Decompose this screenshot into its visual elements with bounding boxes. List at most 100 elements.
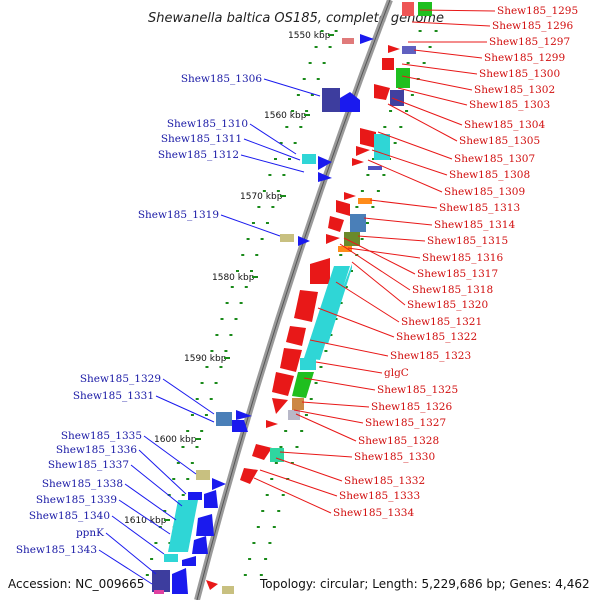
gene-arrow-forward[interactable] — [336, 200, 350, 216]
gene-block[interactable] — [402, 2, 414, 16]
gene-arrow-forward[interactable] — [388, 45, 400, 53]
gene-block[interactable] — [154, 590, 164, 594]
gene-arrow-forward[interactable] — [374, 84, 390, 100]
gene-label-left[interactable]: Shew185_1312 — [158, 149, 239, 161]
gene-block[interactable] — [302, 154, 316, 164]
gene-label-right[interactable]: Shew185_1302 — [474, 84, 555, 96]
gene-label-right[interactable]: Shew185_1297 — [489, 36, 570, 48]
gene-block[interactable] — [222, 586, 234, 594]
gene-block[interactable] — [292, 398, 304, 410]
gene-block[interactable] — [418, 2, 432, 16]
gene-block[interactable] — [288, 410, 300, 420]
gene-block[interactable] — [196, 470, 210, 480]
gene-label-right[interactable]: Shew185_1322 — [396, 331, 477, 343]
gene-arrow-reverse[interactable] — [298, 236, 310, 246]
gene-block[interactable] — [300, 358, 316, 370]
gene-label-right[interactable]: Shew185_1323 — [390, 350, 471, 362]
gene-label-left[interactable]: Shew185_1311 — [161, 133, 242, 145]
gene-block[interactable] — [396, 68, 410, 88]
gene-label-right[interactable]: Shew185_1296 — [492, 20, 573, 32]
gene-label-right[interactable]: Shew185_1309 — [444, 186, 525, 198]
gene-arrow-forward[interactable] — [352, 158, 364, 166]
gene-label-left[interactable]: Shew185_1338 — [42, 478, 123, 490]
gene-arrow-forward[interactable] — [328, 216, 344, 232]
gene-arrow-forward[interactable] — [280, 348, 302, 372]
gene-label-right[interactable]: Shew185_1321 — [401, 316, 482, 328]
gene-label-left[interactable]: Shew185_1329 — [80, 373, 161, 385]
gene-label-right[interactable]: Shew185_1325 — [377, 384, 458, 396]
gene-label-left[interactable]: ppnK — [76, 527, 104, 539]
gene-label-right[interactable]: Shew185_1308 — [449, 169, 530, 181]
gene-arrow-forward[interactable] — [266, 420, 278, 428]
gene-arrow-forward[interactable] — [286, 326, 306, 346]
gene-block[interactable] — [358, 198, 372, 204]
gene-block[interactable] — [322, 88, 340, 112]
gene-block[interactable] — [164, 554, 178, 562]
gene-label-left[interactable]: Shew185_1306 — [181, 73, 262, 85]
gene-label-right[interactable]: Shew185_1313 — [439, 202, 520, 214]
gene-label-right[interactable]: Shew185_1316 — [422, 252, 503, 264]
gene-label-right[interactable]: Shew185_1304 — [464, 119, 545, 131]
gene-block[interactable] — [382, 58, 394, 70]
gene-label-left[interactable]: Shew185_1336 — [56, 444, 137, 456]
gene-label-right[interactable]: Shew185_1305 — [459, 135, 540, 147]
gene-arrow-forward[interactable] — [356, 146, 370, 156]
gene-block[interactable] — [188, 492, 202, 500]
gene-arrow-forward[interactable] — [344, 192, 356, 200]
gene-arrow-reverse[interactable] — [340, 92, 360, 112]
gene-arrow-forward[interactable] — [294, 290, 318, 322]
gene-arrow-reverse[interactable] — [196, 514, 214, 536]
gene-block[interactable] — [216, 412, 232, 426]
gene-arrow-forward[interactable] — [272, 372, 294, 396]
gene-label-right[interactable]: Shew185_1320 — [407, 299, 488, 311]
gene-label-right[interactable]: Shew185_1318 — [412, 284, 493, 296]
gene-arrow-reverse[interactable] — [232, 420, 248, 432]
gene-label-left[interactable]: Shew185_1339 — [36, 494, 117, 506]
gene-arrow-reverse[interactable] — [236, 410, 252, 420]
gene-arrow-reverse[interactable] — [318, 156, 332, 170]
gene-label-left[interactable]: Shew185_1319 — [138, 209, 219, 221]
gene-label-left[interactable]: Shew185_1337 — [48, 459, 129, 471]
gene-block[interactable] — [280, 234, 294, 242]
gene-label-right[interactable]: Shew185_1328 — [358, 435, 439, 447]
gene-arrow-reverse[interactable] — [204, 490, 218, 508]
gene-arrow-forward[interactable] — [240, 468, 258, 484]
gene-arrow-reverse[interactable] — [360, 34, 374, 44]
gene-block[interactable] — [342, 38, 354, 44]
gene-block[interactable] — [338, 246, 352, 252]
gene-label-right[interactable]: glgC — [384, 367, 409, 379]
gene-arrow-forward[interactable] — [360, 128, 376, 148]
gene-label-right[interactable]: Shew185_1303 — [469, 99, 550, 111]
gene-label-left[interactable]: Shew185_1340 — [29, 510, 110, 522]
gene-block[interactable] — [402, 46, 416, 54]
gene-label-right[interactable]: Shew185_1314 — [434, 219, 515, 231]
gene-arrow-reverse[interactable] — [182, 556, 196, 566]
gene-arrow-reverse[interactable] — [318, 172, 332, 182]
gene-label-left[interactable]: Shew185_1310 — [167, 118, 248, 130]
gene-label-right[interactable]: Shew185_1332 — [344, 475, 425, 487]
gene-label-right[interactable]: Shew185_1333 — [339, 490, 420, 502]
gene-label-right[interactable]: Shew185_1300 — [479, 68, 560, 80]
gene-block[interactable] — [350, 214, 366, 232]
gene-block[interactable] — [368, 166, 382, 170]
gene-label-right[interactable]: Shew185_1326 — [371, 401, 452, 413]
gene-block[interactable] — [374, 134, 390, 160]
gene-label-left[interactable]: Shew185_1331 — [73, 390, 154, 402]
gene-label-right[interactable]: Shew185_1315 — [427, 235, 508, 247]
gene-block[interactable] — [304, 266, 350, 360]
gene-arrow-reverse[interactable] — [172, 568, 188, 594]
gene-block[interactable] — [152, 570, 170, 592]
gene-block[interactable] — [168, 500, 198, 552]
gene-arrow-forward[interactable] — [252, 444, 272, 460]
gene-label-right[interactable]: Shew185_1299 — [484, 52, 565, 64]
gene-label-right[interactable]: Shew185_1327 — [365, 417, 446, 429]
gene-label-left[interactable]: Shew185_1335 — [61, 430, 142, 442]
gene-block[interactable] — [390, 90, 404, 106]
gene-arrow-forward[interactable] — [310, 258, 330, 284]
gene-block[interactable] — [344, 232, 360, 246]
gene-label-left[interactable]: Shew185_1343 — [16, 544, 97, 556]
gene-arrow-reverse[interactable] — [192, 536, 208, 554]
gene-label-right[interactable]: Shew185_1317 — [417, 268, 498, 280]
gene-label-right[interactable]: Shew185_1330 — [354, 451, 435, 463]
gene-arrow-forward[interactable] — [272, 398, 288, 414]
